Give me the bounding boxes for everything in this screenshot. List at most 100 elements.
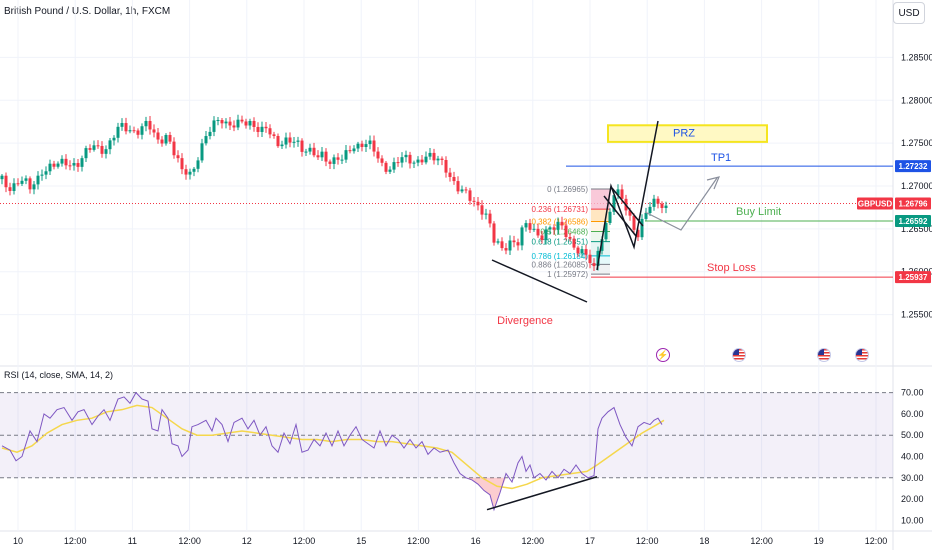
fib-level-label: 0.236 (1.26731) — [532, 205, 589, 214]
fib-level-label: 0.618 (1.26351) — [532, 238, 589, 247]
candle-body — [176, 155, 180, 159]
candle-body — [356, 143, 360, 149]
candle-body — [480, 205, 484, 215]
candle-body — [364, 144, 368, 147]
candle-body — [252, 120, 256, 127]
time-tick-label: 17 — [585, 536, 595, 546]
candle-body — [236, 119, 240, 128]
candle-body — [404, 154, 408, 158]
candle-body — [400, 157, 404, 163]
candle-body — [328, 161, 332, 164]
candle-body — [40, 174, 44, 176]
fib-level-label: 0.886 (1.26085) — [532, 260, 589, 269]
buy-limit-label: Buy Limit — [736, 206, 781, 218]
rsi-tick-label: 60.00 — [901, 409, 924, 419]
us-flag-icon[interactable] — [855, 348, 869, 362]
candle-body — [228, 121, 232, 126]
pattern-channel-line — [611, 187, 644, 227]
candle-body — [464, 189, 468, 191]
candle-body — [516, 242, 520, 246]
candle-body — [568, 236, 572, 239]
candle-body — [184, 169, 188, 175]
candle-body — [500, 241, 504, 249]
candle-body — [468, 190, 472, 201]
candle-body — [108, 140, 112, 150]
candle-body — [280, 144, 284, 147]
candle-body — [656, 198, 660, 204]
candle-body — [68, 165, 72, 167]
price-tick-label: 1.26500 — [901, 224, 932, 234]
candle-body — [388, 169, 392, 172]
price-divergence-line — [491, 259, 588, 303]
candle-body — [392, 162, 396, 170]
fib-level-label: 0.786 (1.26184) — [532, 252, 589, 261]
candle-body — [408, 154, 412, 164]
prz-label: PRZ — [673, 127, 695, 139]
candle-body — [208, 131, 212, 137]
us-flag-icon[interactable] — [732, 348, 746, 362]
candle-body — [168, 134, 172, 142]
candle-body — [292, 141, 296, 143]
time-tick-label: 12:00 — [64, 536, 87, 546]
candle-body — [32, 184, 36, 190]
time-tick-label: 12:00 — [178, 536, 201, 546]
candle-body — [588, 254, 592, 264]
candle-body — [640, 218, 644, 238]
candle-body — [20, 180, 24, 184]
candle-body — [460, 189, 464, 192]
candle-body — [524, 223, 528, 228]
candle-body — [76, 163, 80, 167]
symbol-tag: GBPUSD — [857, 197, 893, 210]
candle-body — [532, 228, 536, 230]
candle-body — [644, 213, 648, 219]
candle-body — [44, 171, 48, 175]
divergence-label: Divergence — [497, 315, 553, 327]
time-tick-label: 11 — [128, 536, 137, 546]
candle-body — [576, 247, 580, 254]
rsi-tick-label: 70.00 — [901, 388, 924, 398]
time-tick-label: 19 — [814, 536, 824, 546]
rsi-tick-label: 30.00 — [901, 473, 924, 483]
candle-body — [104, 149, 108, 154]
candle-body — [412, 162, 416, 164]
candle-body — [616, 189, 620, 196]
price-tick-label: 1.28000 — [901, 95, 932, 105]
projection-path — [644, 177, 718, 231]
candle-body — [160, 139, 164, 144]
rsi-oversold-fill — [460, 477, 506, 510]
us-flag-icon[interactable] — [817, 348, 831, 362]
rsi-line — [1, 391, 663, 512]
candle-body — [380, 158, 384, 163]
candle-body — [376, 151, 380, 159]
candle-body — [664, 205, 668, 208]
price-tag: 1.26592 — [895, 214, 931, 227]
candle-body — [484, 213, 488, 215]
price-tag-text: 1.27232 — [899, 162, 928, 171]
fib-zone — [591, 264, 610, 275]
candle-body — [544, 229, 548, 241]
candle-body — [368, 140, 372, 145]
candle-body — [232, 125, 236, 128]
candle-body — [556, 221, 560, 230]
candle-body — [436, 158, 440, 161]
candle-body — [128, 130, 132, 132]
candle-body — [0, 175, 4, 180]
candle-body — [60, 158, 64, 164]
time-tick-label: 12 — [242, 536, 252, 546]
candle-body — [492, 223, 496, 243]
time-tick-label: 12:00 — [522, 536, 545, 546]
lightning-icon[interactable]: ⚡ — [656, 348, 670, 362]
candle-body — [384, 162, 388, 172]
rsi-divergence-line — [486, 476, 598, 511]
candle-body — [536, 228, 540, 236]
candle-body — [296, 140, 300, 142]
price-tag: 1.25937 — [895, 271, 931, 284]
rsi-tick-label: 40.00 — [901, 452, 924, 462]
candle-body — [248, 120, 252, 126]
candle-body — [612, 195, 616, 212]
tp1-label: TP1 — [711, 152, 731, 164]
candle-body — [148, 120, 152, 130]
currency-button[interactable]: USD — [893, 2, 925, 24]
candle-body — [444, 159, 448, 173]
